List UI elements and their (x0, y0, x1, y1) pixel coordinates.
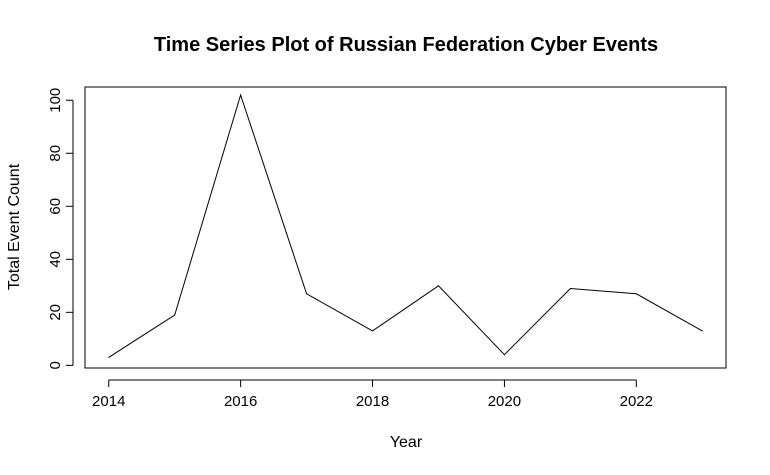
data-point (701, 330, 703, 332)
x-axis-label: Year (390, 434, 423, 451)
x-tick-label: 2020 (488, 393, 521, 410)
y-tick-label: 100 (47, 88, 64, 113)
data-point (240, 94, 242, 96)
series-layer (108, 93, 703, 358)
chart-title: Time Series Plot of Russian Federation C… (154, 34, 658, 56)
x-tick-label: 2014 (92, 393, 125, 410)
y-tick-label: 20 (47, 304, 64, 321)
x-tick-label: 2018 (356, 393, 389, 410)
data-point (635, 293, 637, 295)
data-point (108, 356, 110, 358)
x-tick-label: 2022 (620, 393, 653, 410)
y-tick-label: 0 (47, 361, 64, 369)
x-tick-label: 2016 (224, 393, 257, 410)
y-tick-label: 80 (47, 145, 64, 162)
x-axis: 2014 2016 2018 2020 2022 (92, 379, 653, 410)
data-point (306, 293, 308, 295)
y-axis-label: Total Event Count (6, 163, 23, 290)
y-axis: 0 20 40 60 80 100 (47, 88, 74, 370)
data-point (438, 285, 439, 287)
y-tick-label: 60 (47, 198, 64, 215)
data-point (174, 314, 176, 316)
data-point (503, 354, 505, 356)
series-line (108, 93, 703, 358)
y-tick-label: 40 (47, 251, 64, 268)
data-point (372, 330, 373, 332)
data-point (569, 288, 571, 289)
plot-area-frame (84, 86, 727, 369)
